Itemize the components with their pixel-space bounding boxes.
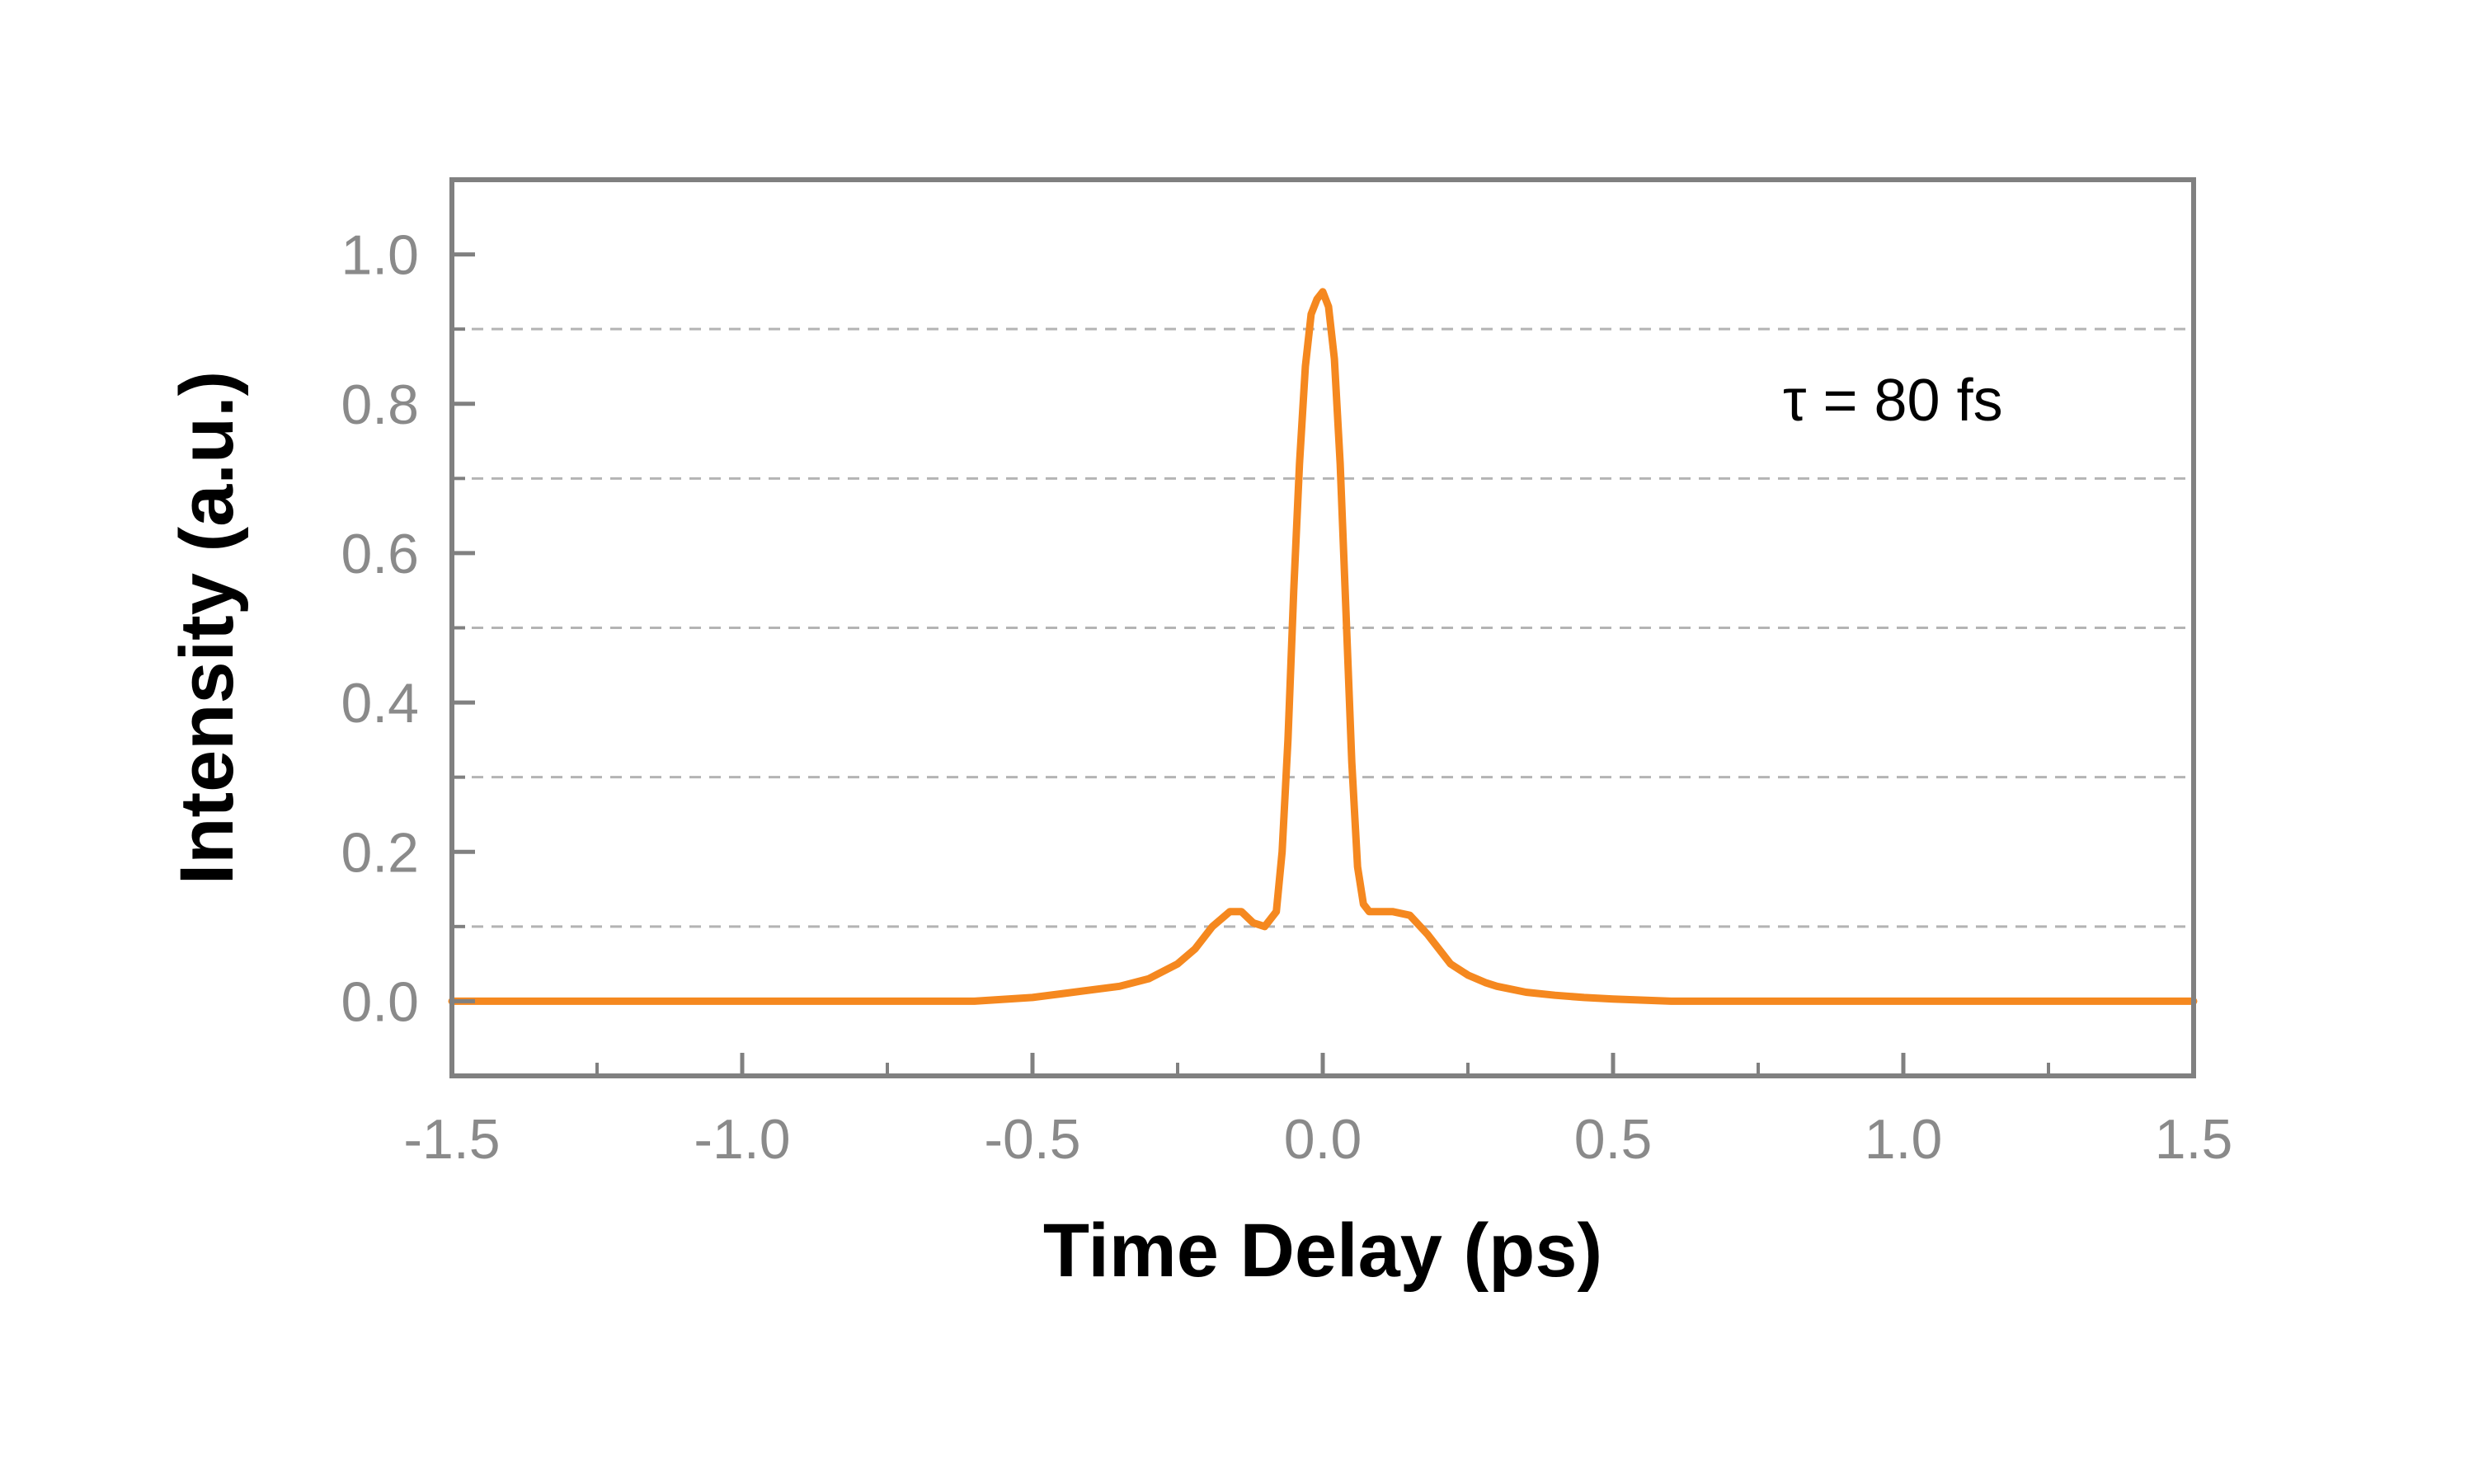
axis-ticks [449, 252, 2196, 1076]
x-tick-label-5: 1.0 [1865, 1108, 1943, 1171]
x-tick-label-2: -0.5 [984, 1108, 1080, 1171]
axis-tick-labels: 0.0 0.2 0.4 0.6 0.8 1.0 -1.5 -1.0 -0.5 0.0 0.5 1.0 1… [341, 224, 2232, 1171]
grid-lines [452, 327, 2194, 928]
series-layer [448, 288, 2198, 1005]
y-tick-label-4: 0.8 [341, 373, 419, 436]
pulse-width-annotation: τ = 80 fs [1783, 368, 2003, 434]
x-tick-label-4: 0.5 [1574, 1108, 1653, 1171]
x-tick-label-6: 1.5 [2155, 1108, 2233, 1171]
y-tick-label-1: 0.2 [341, 821, 419, 884]
x-axis-title: Time Delay (ps) [1043, 1209, 1602, 1293]
x-tick-label-3: 0.0 [1284, 1108, 1362, 1171]
y-axis-title: Intensity (a.u.) [165, 371, 249, 885]
series-line-0 [448, 288, 2198, 1005]
x-tick-label-1: -1.0 [694, 1108, 790, 1171]
y-tick-label-2: 0.4 [341, 672, 419, 735]
x-tick-label-0: -1.5 [403, 1108, 500, 1171]
y-tick-label-3: 0.6 [341, 523, 419, 585]
y-tick-label-5: 1.0 [341, 224, 419, 287]
y-tick-label-0: 0.0 [341, 970, 419, 1033]
